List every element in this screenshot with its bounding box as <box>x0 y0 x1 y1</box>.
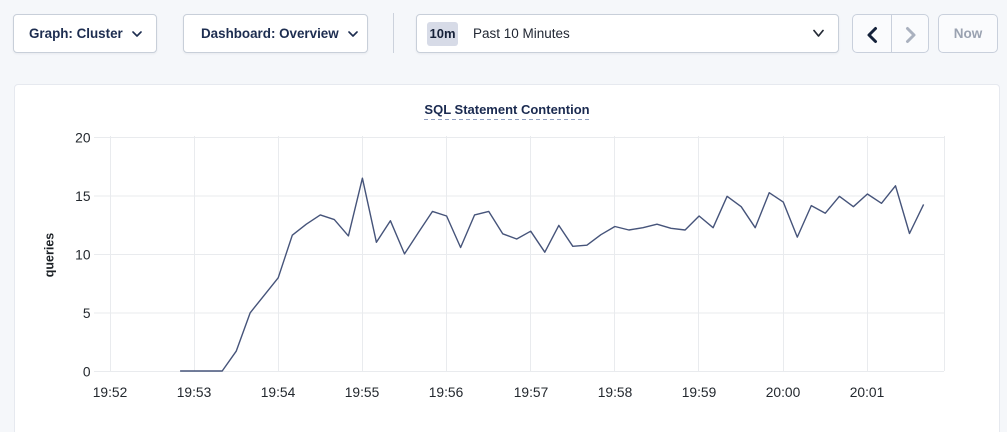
svg-text:20:01: 20:01 <box>850 385 885 400</box>
svg-text:5: 5 <box>83 306 91 321</box>
svg-text:15: 15 <box>75 189 91 204</box>
svg-text:19:56: 19:56 <box>429 385 464 400</box>
svg-text:20:00: 20:00 <box>766 385 801 400</box>
svg-text:19:58: 19:58 <box>598 385 633 400</box>
svg-text:20: 20 <box>75 131 91 146</box>
svg-text:19:52: 19:52 <box>93 385 128 400</box>
svg-text:19:53: 19:53 <box>177 385 212 400</box>
svg-text:19:54: 19:54 <box>261 385 296 400</box>
svg-text:19:59: 19:59 <box>682 385 717 400</box>
svg-text:19:57: 19:57 <box>514 385 549 400</box>
svg-text:19:55: 19:55 <box>345 385 380 400</box>
svg-text:queries: queries <box>43 233 57 278</box>
svg-text:10: 10 <box>75 248 91 263</box>
svg-text:0: 0 <box>83 365 91 380</box>
